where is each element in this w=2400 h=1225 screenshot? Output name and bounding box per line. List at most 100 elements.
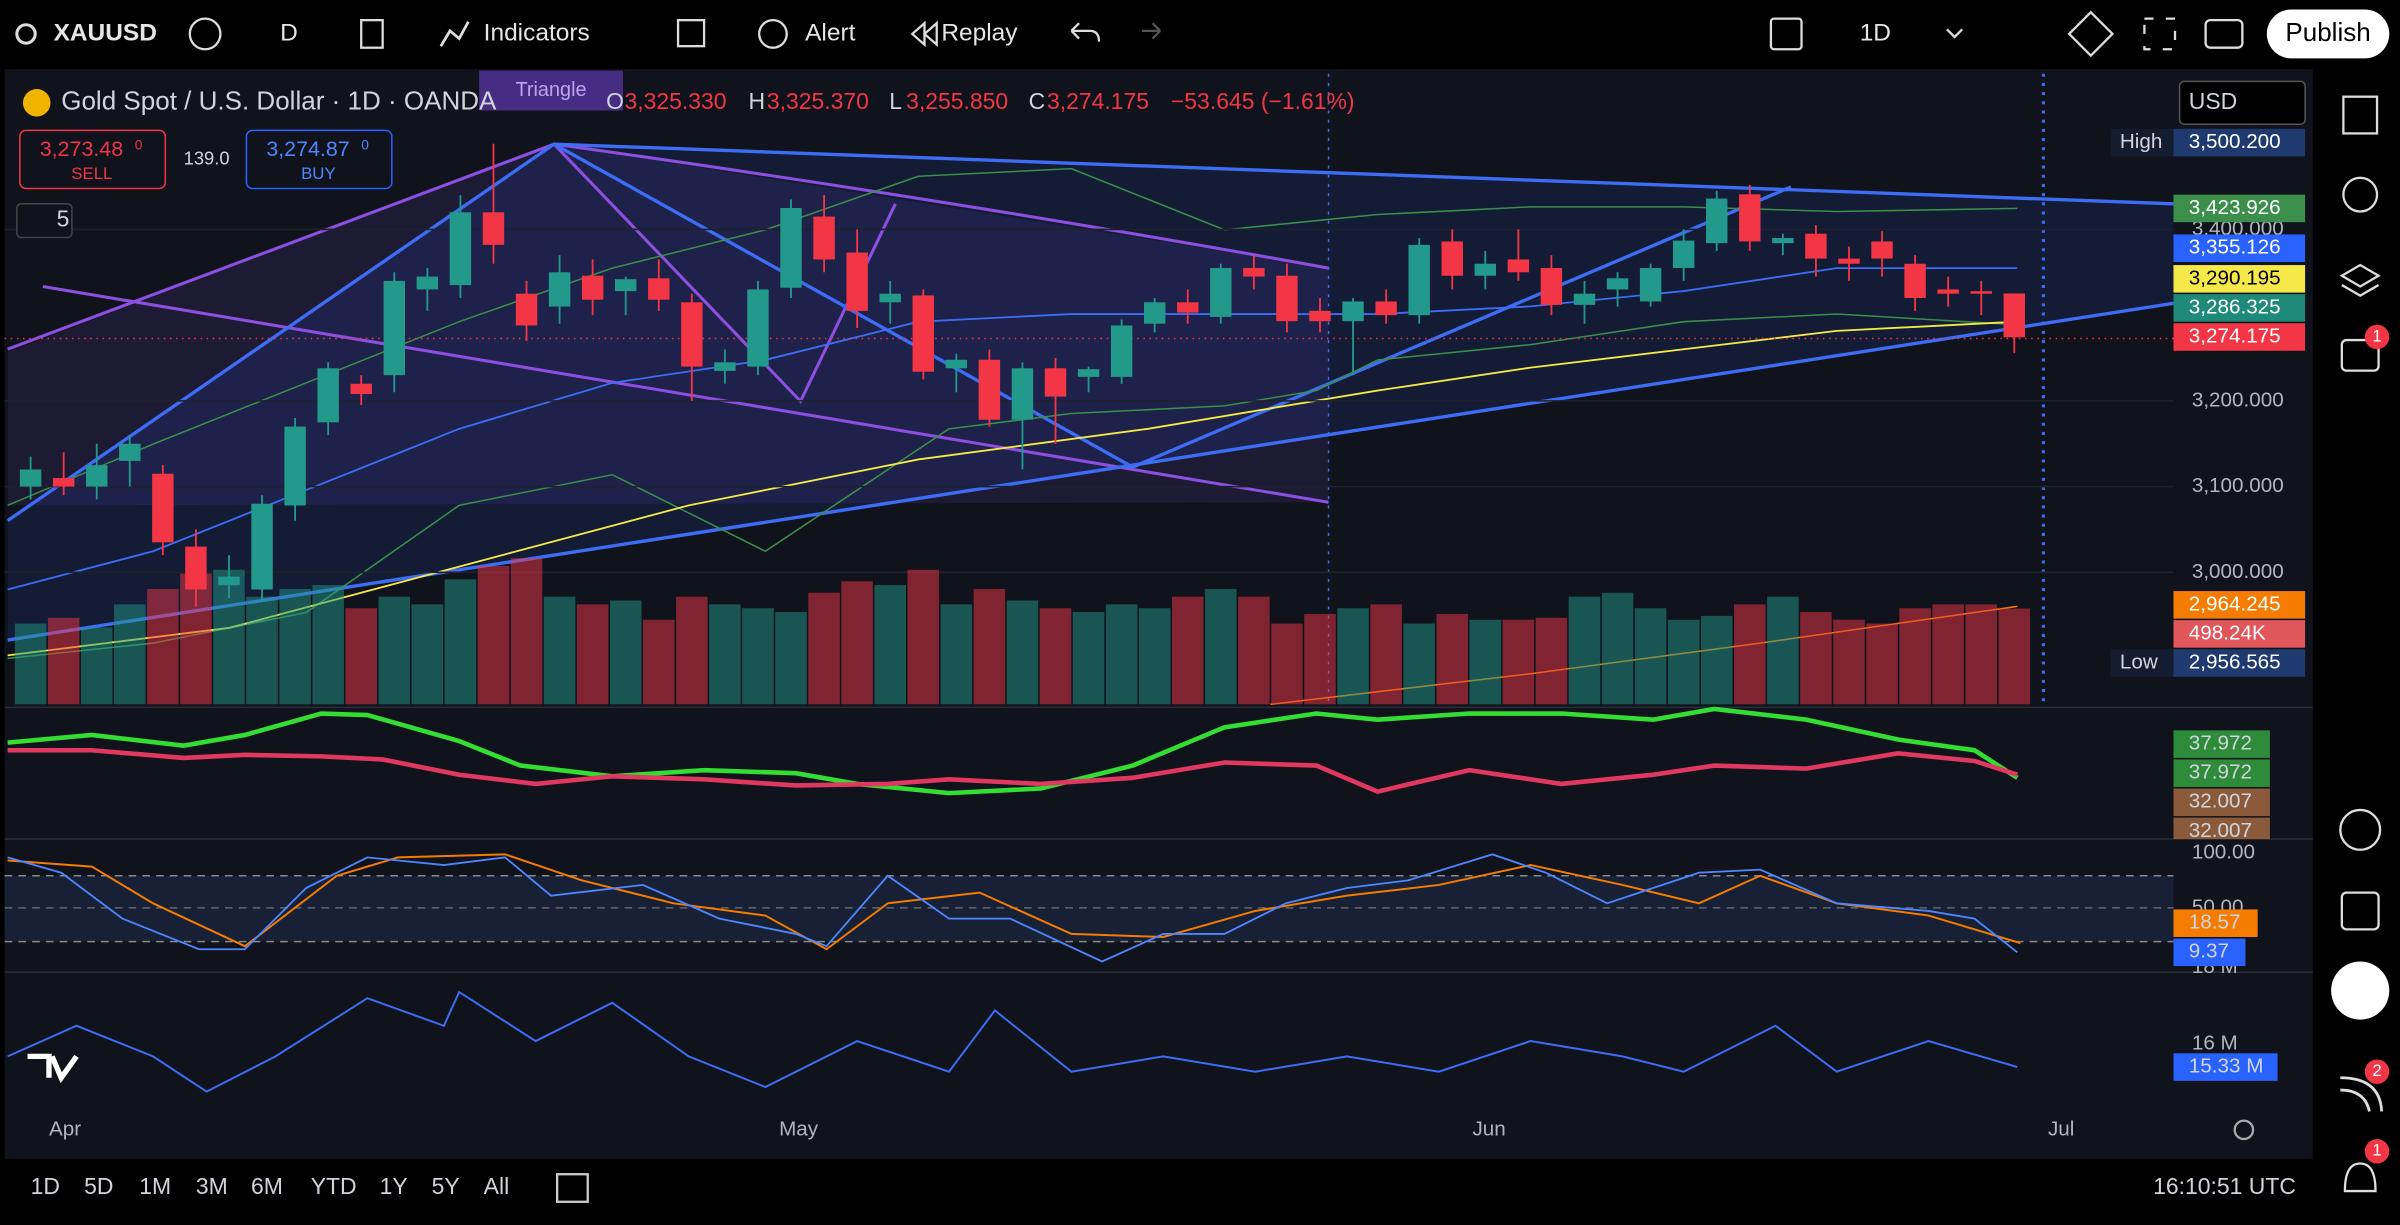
- time-axis: Apr May Jun Jul: [49, 1117, 2255, 1141]
- y-tick-label: 3,200.000: [2192, 388, 2284, 411]
- candles: [4, 143, 2174, 705]
- ma-yellow: [7, 320, 2018, 657]
- volume-bar: [1634, 608, 1667, 705]
- y-tick-label: 3,400.000: [2192, 217, 2284, 240]
- volume-bar: [841, 581, 873, 705]
- snapshot[interactable]: [2204, 19, 2244, 49]
- volume-bar: [1833, 619, 1865, 705]
- indicators-button[interactable]: Indicators: [484, 19, 590, 46]
- price-label: 3,355.126: [2189, 236, 2281, 259]
- volume-bar: [1667, 619, 1700, 705]
- candle-body: [1871, 241, 1893, 259]
- volume-bar: [444, 579, 477, 705]
- range-button[interactable]: 6M: [251, 1173, 283, 1199]
- chart-style[interactable]: [360, 19, 384, 49]
- range-button[interactable]: 3M: [196, 1173, 228, 1199]
- candle-body: [1375, 301, 1397, 316]
- candle-body: [1805, 233, 1827, 259]
- settings-icon[interactable]: [2067, 10, 2115, 58]
- currency-select[interactable]: [2178, 80, 2306, 126]
- candle-body: [912, 295, 934, 372]
- range-button[interactable]: 1Y: [380, 1173, 408, 1199]
- feed[interactable]: [2340, 1076, 2384, 1112]
- change: −53.645 (−1.61%): [1171, 88, 1355, 114]
- volume-bar: [411, 604, 444, 705]
- clock: 16:10:51 UTC: [2153, 1173, 2296, 1199]
- range-button[interactable]: All: [484, 1173, 510, 1199]
- osc-label-bg: [2173, 759, 2270, 787]
- candle-body: [978, 359, 1001, 420]
- candle-body: [1044, 368, 1067, 397]
- stoch-k: [7, 853, 2018, 963]
- fullscreen[interactable]: [2143, 17, 2177, 51]
- price-label: 3,500.200: [2189, 130, 2281, 153]
- candle-body: [152, 473, 174, 543]
- volume-bar: [477, 565, 510, 705]
- vol-axis: 16 M: [2192, 1032, 2238, 1055]
- range-button[interactable]: 1D: [31, 1173, 60, 1199]
- badge: [2364, 324, 2390, 350]
- symbol-logo: [22, 89, 51, 117]
- range-button[interactable]: YTD: [311, 1173, 357, 1199]
- apps[interactable]: [2331, 961, 2390, 1020]
- range-button[interactable]: 5Y: [432, 1173, 460, 1199]
- layouts-icon[interactable]: [676, 19, 706, 48]
- stoch-band: [4, 875, 2174, 942]
- notifications[interactable]: [2343, 1162, 2377, 1193]
- watchlist[interactable]: [2342, 95, 2379, 135]
- add-symbol[interactable]: [188, 17, 222, 51]
- volume-bar: [279, 588, 311, 705]
- range-button[interactable]: 5D: [84, 1173, 113, 1199]
- volume-bar: [1469, 619, 1502, 705]
- badge-count: 2: [2372, 1061, 2381, 1080]
- replay-button[interactable]: Replay: [941, 19, 1018, 46]
- price-label: 498.24K: [2189, 621, 2266, 644]
- price-label: 2,956.565: [2189, 650, 2281, 673]
- layers[interactable]: [2339, 263, 2381, 297]
- y-tick-label: 3,100.000: [2192, 474, 2284, 497]
- candle-body: [1077, 369, 1100, 377]
- layout-toggle[interactable]: [1769, 17, 1803, 51]
- interval-dropdown[interactable]: [1946, 28, 1964, 39]
- volume-bar: [1006, 600, 1039, 705]
- chat[interactable]: [2340, 338, 2380, 372]
- date-range[interactable]: [555, 1173, 589, 1203]
- panes: 100.00 50.00 18 M 16 M 37.972 37.972 32.…: [4, 706, 2313, 1093]
- volume-bar: [775, 612, 807, 705]
- candle-body: [1904, 263, 1926, 299]
- badge-count: 1: [2372, 1141, 2381, 1160]
- chart-interval[interactable]: 1D: [1860, 19, 1891, 46]
- candle-body: [1540, 268, 1563, 305]
- interval[interactable]: D: [280, 19, 298, 46]
- time-label: Jul: [2048, 1117, 2074, 1140]
- search-icon: [15, 23, 37, 45]
- axis-settings[interactable]: [2233, 1119, 2255, 1141]
- osc-label-bg: [2173, 817, 2270, 840]
- redo[interactable]: [1141, 22, 1162, 40]
- candle-body: [1672, 240, 1695, 269]
- sell-button[interactable]: [19, 129, 167, 190]
- osc-label-bg: [2173, 788, 2270, 817]
- alert-button[interactable]: Alert: [805, 19, 856, 46]
- undo[interactable]: [1070, 22, 1101, 42]
- osc-label: 37.972: [2189, 732, 2252, 755]
- buy-button[interactable]: [245, 129, 393, 190]
- legend: Gold Spot / U.S. Dollar · 1D · OANDA O 3…: [16, 80, 2306, 239]
- candle-body: [86, 465, 108, 487]
- target[interactable]: [2339, 808, 2382, 851]
- symbol[interactable]: XAUUSD: [54, 19, 157, 46]
- candle-body: [1276, 275, 1298, 322]
- volume-bar: [940, 604, 973, 705]
- range-button[interactable]: 1M: [139, 1173, 171, 1199]
- publish-button[interactable]: [2266, 9, 2390, 59]
- indicator-toggle[interactable]: [16, 203, 73, 239]
- calendar[interactable]: [2340, 891, 2380, 931]
- price-label: 3,286.325: [2189, 295, 2281, 318]
- candle-body: [2003, 293, 2025, 338]
- alert-icon: [758, 19, 788, 49]
- osc-label: 32.007: [2189, 790, 2252, 813]
- volume-bar: [114, 604, 146, 705]
- candle-body: [1772, 238, 1794, 244]
- volume-bar: [1304, 613, 1336, 705]
- alerts[interactable]: [2342, 176, 2379, 213]
